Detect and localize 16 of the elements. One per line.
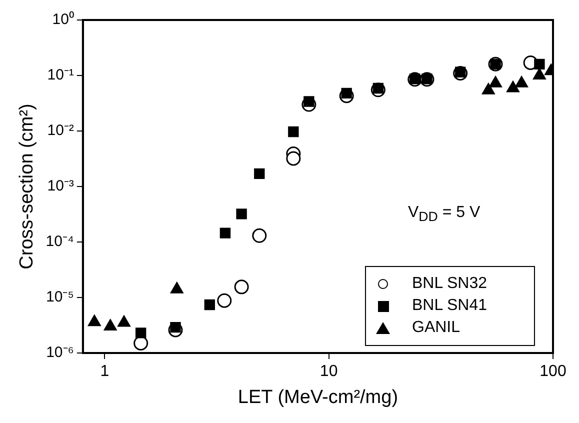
x-tick-label: 100 <box>540 363 566 380</box>
y-tick-label: 10⁰ <box>52 11 74 28</box>
y-tick-label: 10⁻¹ <box>47 66 74 84</box>
legend-label: BNL SN32 <box>412 275 487 293</box>
x-tick-label: 1 <box>100 363 110 380</box>
y-tick-label: 10⁻² <box>47 122 74 140</box>
x-tick-label: 10 <box>320 363 338 380</box>
y-axis-title: Cross-section (cm²) <box>16 104 38 270</box>
annotation: V$_{DD}$ = 5 V <box>408 204 480 224</box>
y-tick-label: 10⁻⁵ <box>46 288 74 306</box>
y-tick-label: 10⁻³ <box>47 178 74 195</box>
y-tick-label: 10⁻⁴ <box>46 233 74 250</box>
y-tick-label: 10⁻⁶ <box>46 344 74 362</box>
legend-label: GANIL <box>412 319 460 337</box>
x-axis-title: LET (MeV-cm²/mg) <box>238 386 398 408</box>
legend-label: BNL SN41 <box>412 297 487 315</box>
